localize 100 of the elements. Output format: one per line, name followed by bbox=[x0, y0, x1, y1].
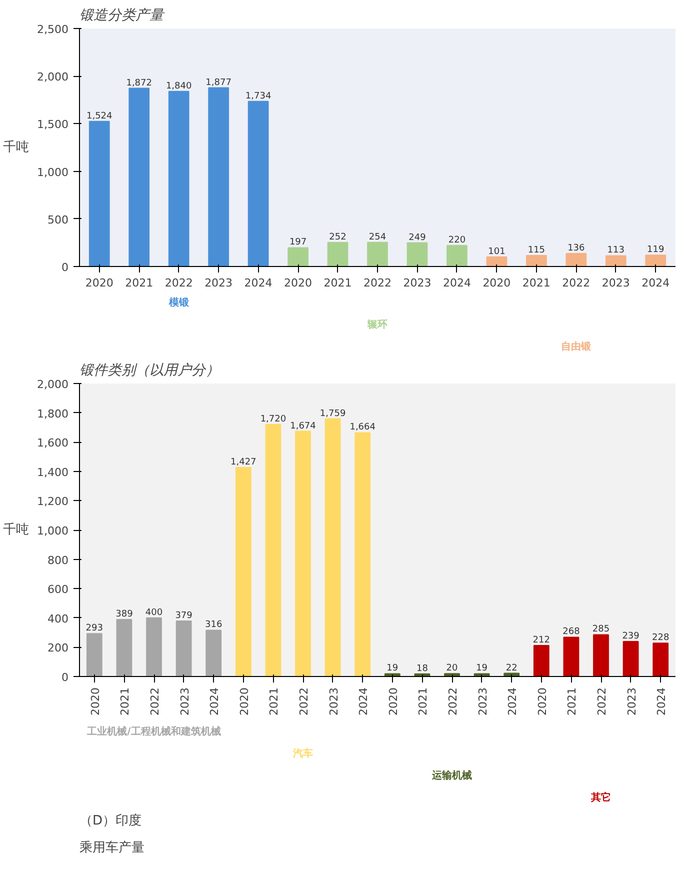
bar bbox=[288, 247, 308, 266]
x-tick-label: 2021 bbox=[566, 687, 579, 716]
y-tick-label: 1,200 bbox=[37, 495, 69, 508]
x-tick-label: 2022 bbox=[148, 687, 162, 716]
data-label: 136 bbox=[568, 244, 586, 254]
data-label: 400 bbox=[145, 608, 163, 618]
data-label: 1,427 bbox=[230, 457, 256, 468]
x-tick-label: 2020 bbox=[85, 276, 114, 290]
x-tick-label: 2023 bbox=[403, 276, 432, 290]
text: 自由锻 bbox=[561, 340, 592, 352]
data-label: 1,877 bbox=[206, 78, 232, 88]
bar bbox=[116, 619, 132, 676]
data-label: 197 bbox=[289, 238, 307, 248]
text: 辗环 bbox=[366, 318, 388, 330]
data-label: 220 bbox=[448, 236, 466, 246]
text: 其它 bbox=[590, 792, 611, 804]
y-tick-label: 1,800 bbox=[37, 407, 69, 420]
x-tick-label: 2024 bbox=[208, 687, 222, 716]
y-axis-title: 千吨 bbox=[3, 140, 30, 155]
data-label: 1,734 bbox=[245, 91, 272, 102]
x-tick-label: 2020 bbox=[536, 687, 549, 716]
bar bbox=[128, 88, 150, 266]
x-tick-label: 2023 bbox=[327, 687, 340, 716]
data-label: 1,872 bbox=[126, 78, 152, 88]
y-tick-label: 400 bbox=[48, 612, 69, 626]
bar bbox=[88, 120, 110, 266]
x-tick-label: 2024 bbox=[244, 276, 272, 290]
bar bbox=[324, 418, 341, 676]
data-label: 1,720 bbox=[260, 414, 286, 425]
x-tick-label: 2023 bbox=[178, 687, 192, 716]
data-label: 1,759 bbox=[320, 408, 346, 419]
x-tick-label: 2021 bbox=[125, 276, 154, 290]
data-label: 22 bbox=[506, 663, 518, 674]
x-tick-label: 2021 bbox=[416, 687, 430, 716]
data-label: 18 bbox=[416, 664, 428, 674]
text: 乘用车产量 bbox=[80, 840, 144, 856]
x-tick-label: 2020 bbox=[238, 687, 251, 716]
data-label: 379 bbox=[175, 610, 193, 621]
y-tick-label: 1,400 bbox=[37, 466, 69, 479]
bar bbox=[176, 620, 192, 676]
x-tick-label: 2023 bbox=[625, 687, 638, 716]
text: 模锻 bbox=[168, 296, 190, 308]
y-tick-label: 500 bbox=[48, 213, 69, 226]
data-label: 268 bbox=[562, 627, 580, 638]
data-label: 19 bbox=[386, 664, 398, 674]
x-tick-label: 2021 bbox=[324, 276, 352, 290]
x-tick-label: 2021 bbox=[522, 276, 550, 290]
chart-title: 锻件类别（以用户分） bbox=[80, 362, 220, 378]
data-label: 239 bbox=[622, 631, 640, 642]
x-tick-label: 2023 bbox=[204, 276, 233, 290]
y-tick-label: 1,600 bbox=[37, 436, 69, 450]
x-tick-label: 2021 bbox=[118, 687, 132, 716]
data-label: 119 bbox=[647, 245, 664, 256]
text: 工业机械/工程机械和建筑机械 bbox=[86, 726, 221, 738]
bar bbox=[248, 100, 269, 266]
x-tick-label: 2024 bbox=[655, 687, 668, 716]
y-tick-label: 2,000 bbox=[37, 378, 69, 391]
bar bbox=[384, 673, 400, 676]
bar bbox=[206, 630, 222, 676]
chart-title: 锻造分类产量 bbox=[80, 8, 166, 24]
bar bbox=[566, 253, 587, 266]
y-tick-label: 2,500 bbox=[37, 23, 69, 36]
data-label: 316 bbox=[205, 620, 222, 630]
x-tick-label: 2023 bbox=[602, 276, 630, 290]
x-tick-label: 2020 bbox=[386, 687, 400, 716]
bar bbox=[605, 255, 626, 266]
data-label: 212 bbox=[532, 635, 550, 646]
data-label: 254 bbox=[368, 232, 386, 242]
y-tick-label: 2,000 bbox=[37, 70, 69, 84]
y-tick-label: 0 bbox=[62, 261, 68, 274]
data-label: 293 bbox=[86, 624, 103, 634]
y-tick-label: 0 bbox=[62, 671, 68, 684]
x-tick-label: 2024 bbox=[442, 276, 471, 290]
data-label: 1,664 bbox=[350, 422, 376, 433]
data-label: 228 bbox=[652, 633, 670, 644]
bar bbox=[168, 90, 190, 266]
data-label: 1,674 bbox=[290, 421, 316, 432]
y-tick-label: 600 bbox=[48, 583, 69, 596]
x-tick-label: 2022 bbox=[364, 276, 392, 290]
bar bbox=[354, 432, 371, 676]
x-tick-label: 2021 bbox=[268, 687, 281, 716]
x-tick-label: 2023 bbox=[476, 687, 490, 716]
x-tick-label: 2024 bbox=[506, 687, 520, 716]
y-tick-label: 800 bbox=[48, 554, 69, 567]
y-tick-label: 200 bbox=[48, 642, 69, 655]
x-tick-label: 2020 bbox=[88, 687, 102, 716]
x-tick-label: 2022 bbox=[562, 276, 590, 290]
bar bbox=[367, 242, 388, 266]
bar bbox=[652, 642, 669, 676]
text: 汽车 bbox=[292, 748, 313, 760]
data-label: 285 bbox=[592, 624, 610, 635]
bar bbox=[146, 617, 162, 676]
x-tick-label: 2022 bbox=[164, 276, 193, 290]
bar bbox=[593, 634, 609, 676]
y-tick-label: 1,500 bbox=[37, 118, 69, 132]
text: （D）印度 bbox=[80, 812, 142, 828]
y-axis-title: 千吨 bbox=[3, 522, 30, 538]
text: 运输机械 bbox=[431, 770, 472, 782]
y-tick-label: 1,000 bbox=[37, 166, 69, 179]
bar bbox=[622, 640, 639, 676]
